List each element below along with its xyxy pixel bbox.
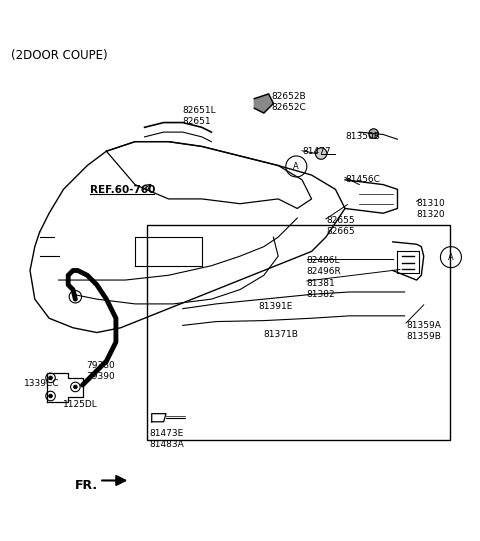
Circle shape	[69, 291, 82, 303]
Text: REF.60-760: REF.60-760	[90, 184, 155, 195]
Text: 81359A
81359B: 81359A 81359B	[406, 321, 441, 341]
Text: 82652B
82652C: 82652B 82652C	[271, 91, 306, 111]
Text: FR.: FR.	[75, 479, 98, 492]
Circle shape	[315, 148, 327, 159]
Bar	[147, 225, 450, 440]
Text: 79380
79390: 79380 79390	[86, 361, 115, 381]
Text: A: A	[448, 253, 454, 262]
Text: 81456C: 81456C	[345, 175, 380, 184]
Text: 81391E: 81391E	[258, 301, 292, 311]
Text: 81473E
81483A: 81473E 81483A	[149, 429, 184, 449]
Text: 81371B: 81371B	[264, 330, 299, 339]
Text: (2DOOR COUPE): (2DOOR COUPE)	[11, 49, 108, 62]
Circle shape	[48, 394, 52, 398]
Text: A: A	[293, 162, 299, 171]
Circle shape	[48, 376, 52, 380]
Text: 1125DL: 1125DL	[63, 400, 98, 410]
Circle shape	[73, 385, 77, 389]
Circle shape	[369, 129, 378, 138]
Text: 1339CC: 1339CC	[24, 379, 60, 388]
Text: 81350B: 81350B	[345, 132, 380, 141]
Text: 81477: 81477	[302, 147, 331, 156]
Text: 82651L
82651: 82651L 82651	[183, 106, 216, 126]
Text: 82486L
82496R: 82486L 82496R	[307, 256, 342, 276]
Text: 81381
81382: 81381 81382	[307, 279, 336, 299]
Text: 82655
82665: 82655 82665	[326, 216, 355, 236]
Text: 81310
81320: 81310 81320	[417, 199, 445, 219]
Polygon shape	[254, 94, 274, 113]
